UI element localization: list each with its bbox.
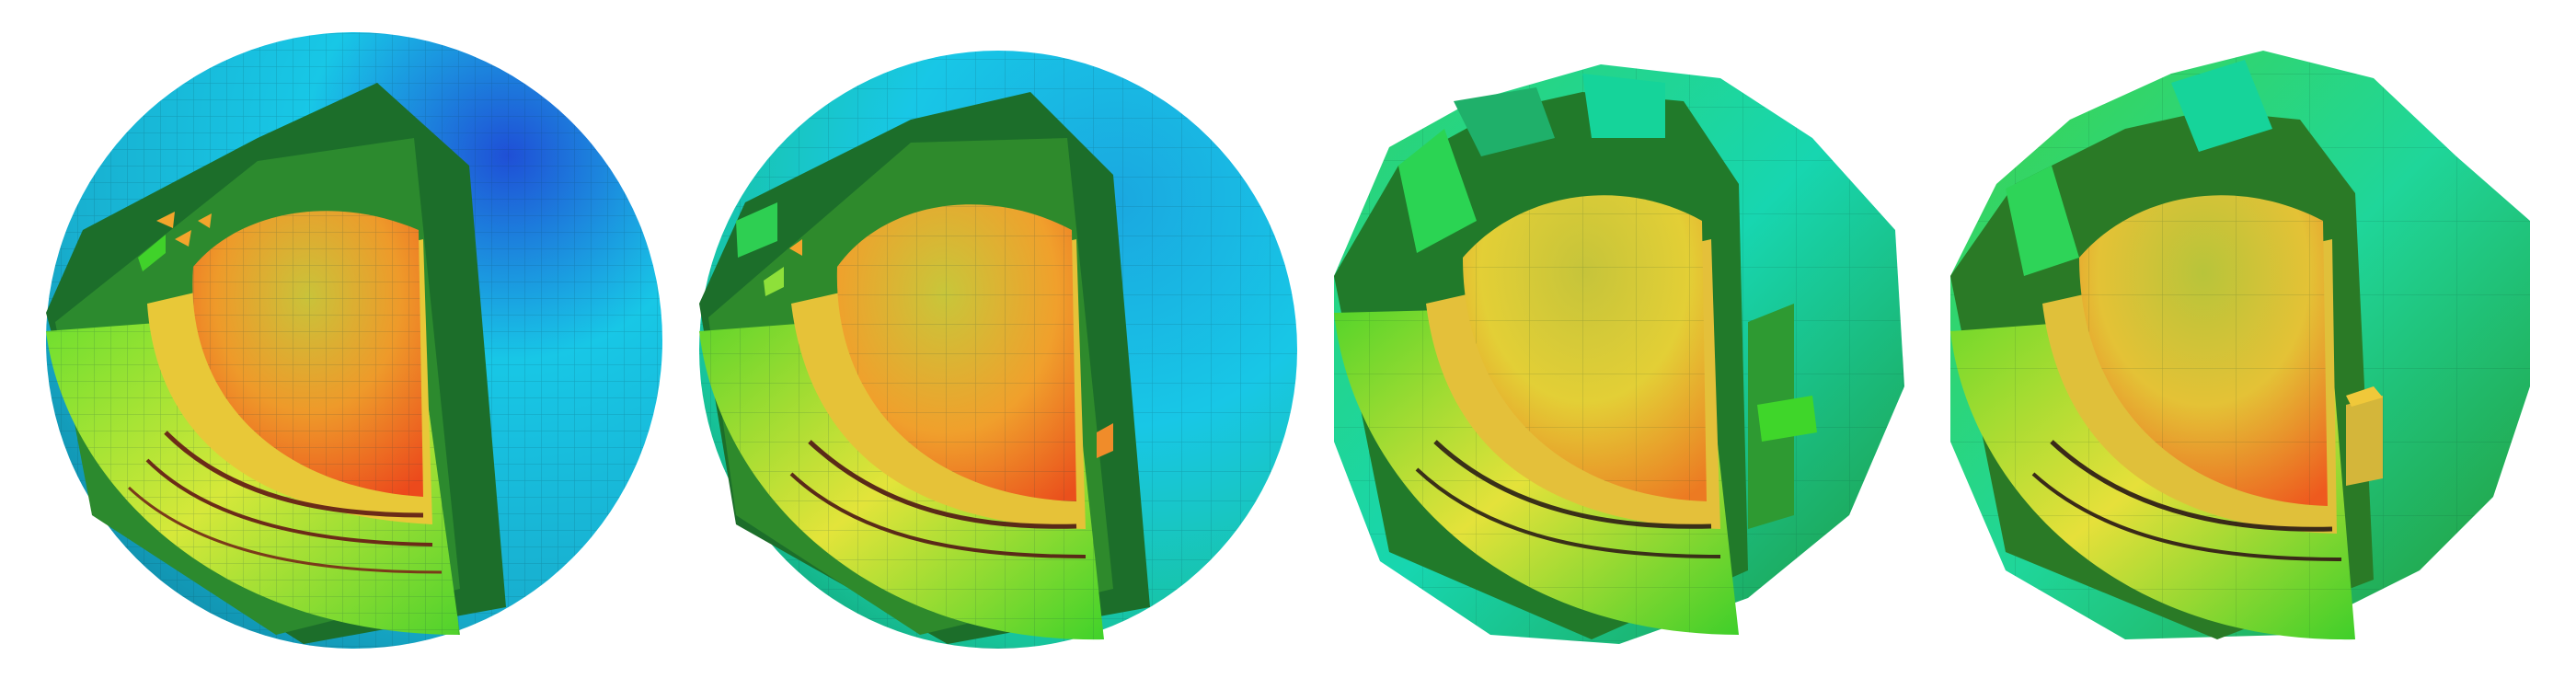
panel-3-coarse-mesh-sphere xyxy=(1316,0,1941,690)
panel-4-very-coarse-mesh-sphere xyxy=(1941,0,2548,690)
panel-2-medium-mesh-sphere xyxy=(681,0,1306,690)
sphere-cutaway-coarse xyxy=(1334,64,1904,644)
sphere-cutaway-fine xyxy=(46,32,662,649)
sphere-cutaway-very-coarse xyxy=(1950,51,2530,640)
sphere-cutaway-medium xyxy=(699,51,1297,649)
panel-1-fine-mesh-sphere xyxy=(28,0,672,690)
